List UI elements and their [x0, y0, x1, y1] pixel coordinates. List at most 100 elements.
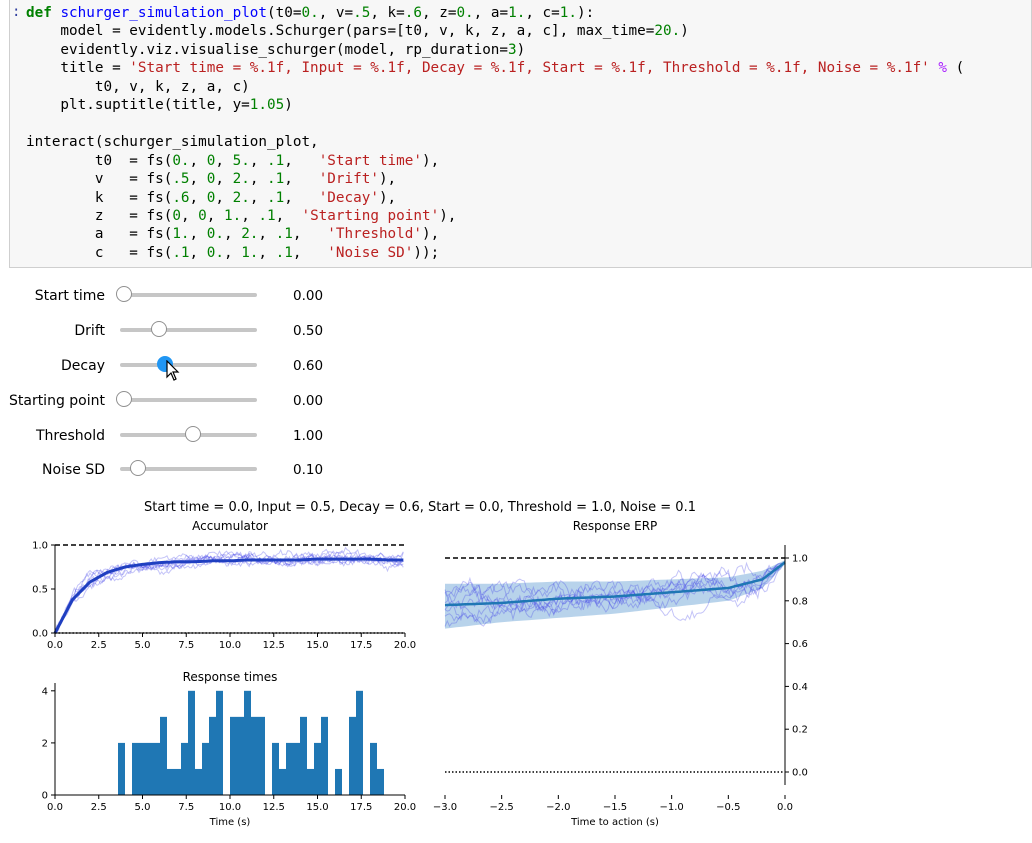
- code-token: evidently.viz.visualise_schurger(model, …: [26, 41, 509, 58]
- code-token: .1: [172, 244, 190, 261]
- slider-track[interactable]: [120, 328, 257, 332]
- slider-track[interactable]: [120, 363, 257, 367]
- slider-label: Noise SD: [42, 462, 105, 478]
- code-token: 2.: [232, 189, 250, 206]
- slider-start-time[interactable]: Start time 0.00: [0, 281, 400, 311]
- x-tick-label: 10.0: [219, 802, 241, 813]
- code-token: a = fs(: [26, 226, 173, 243]
- code-token: ,: [189, 152, 207, 169]
- slider-track[interactable]: [120, 293, 257, 297]
- code-token: .1: [275, 226, 293, 243]
- slider-value: 1.00: [293, 428, 324, 444]
- response-times-xlabel: Time (s): [209, 817, 251, 828]
- x-tick-label: 5.0: [135, 640, 151, 651]
- x-tick-label: 20.0: [394, 802, 416, 813]
- code-token: 0.: [301, 5, 319, 21]
- code-token: ): [680, 23, 689, 40]
- histogram-bar: [335, 768, 342, 795]
- response-erp-xlabel: Time to action (s): [570, 817, 659, 828]
- simulation-trace: [54, 551, 404, 634]
- code-token: ,: [258, 226, 276, 243]
- response-erp-axes: Response ERP 0.0 0.2 0.4 0.6 0.8 1.0 −3.0 −2.5 −2…: [433, 519, 808, 828]
- histogram-bar: [160, 716, 167, 795]
- histogram-bar: [279, 768, 286, 795]
- code-token: ),: [378, 189, 397, 206]
- histogram-bar: [153, 742, 160, 795]
- code-editor[interactable]: def schurger_simulation_plot(t0=0., v=.5…: [26, 4, 964, 262]
- slider-label: Starting point: [8, 393, 105, 409]
- code-token: , z=: [422, 5, 457, 21]
- simulation-trace: [444, 561, 786, 622]
- x-tick-label: 12.5: [263, 640, 285, 651]
- slider-track[interactable]: [120, 398, 257, 402]
- code-token: ),: [439, 207, 457, 224]
- slider-drift[interactable]: Drift 0.50: [0, 316, 400, 346]
- histogram-bar: [237, 716, 244, 795]
- slider-noise-sd[interactable]: Noise SD 0.10: [0, 455, 400, 485]
- code-token: , k=: [370, 5, 405, 21]
- code-token: ,: [292, 226, 328, 243]
- simulation-trace: [444, 561, 786, 606]
- mouse-cursor-icon: [166, 360, 180, 381]
- histogram-bar: [195, 768, 202, 795]
- slider-track[interactable]: [120, 467, 257, 471]
- code-token: , a=: [473, 5, 509, 21]
- code-token: ,: [292, 244, 328, 261]
- slider-label: Decay: [61, 358, 105, 374]
- histogram-bar: [370, 742, 377, 795]
- figure-suptitle: Start time = 0.0, Input = 0.5, Decay = 0…: [144, 500, 696, 515]
- slider-handle[interactable]: [150, 321, 167, 337]
- x-tick-label: 2.5: [91, 640, 107, 651]
- code-line: k = fs(.6, 0, 2., .1, 'Decay'),: [26, 190, 396, 206]
- code-token: 1.05: [249, 97, 285, 114]
- code-token: ,: [215, 152, 233, 169]
- x-tick-label: 5.0: [135, 802, 151, 813]
- code-line: evidently.viz.visualise_schurger(model, …: [26, 42, 525, 58]
- code-token: ): [516, 41, 526, 58]
- y-tick-label: 0.8: [792, 596, 808, 607]
- code-token: .1: [258, 207, 276, 224]
- erp-confidence-band: [445, 560, 785, 629]
- slider-decay[interactable]: Decay 0.60: [0, 351, 400, 381]
- slider-handle[interactable]: [116, 391, 132, 407]
- code-token: .1: [267, 189, 285, 206]
- code-token: t0, v, k, z, a, c): [26, 78, 250, 95]
- y-tick-label: 4: [42, 686, 48, 697]
- x-tick-label: −2.0: [546, 802, 570, 813]
- code-token: 0: [172, 207, 181, 224]
- simulation-trace: [444, 561, 786, 624]
- simulation-trace: [54, 546, 404, 634]
- histogram-bar: [244, 690, 251, 795]
- code-token: (: [947, 60, 965, 77]
- code-token: (t0=: [267, 5, 302, 21]
- slider-handle[interactable]: [116, 286, 132, 302]
- code-token: c = fs(: [26, 244, 173, 261]
- code-token: 1.: [508, 5, 526, 21]
- code-token: z = fs(: [26, 207, 173, 224]
- slider-starting-point[interactable]: Starting point 0.00: [0, 386, 400, 416]
- slider-threshold[interactable]: Threshold 1.00: [0, 421, 400, 451]
- histogram-bar: [286, 742, 293, 795]
- slider-value: 0.60: [293, 358, 324, 374]
- code-line: v = fs(.5, 0, 2., .1, 'Drift'),: [26, 171, 396, 187]
- code-token: , c=: [525, 5, 560, 21]
- code-token: plt.suptitle(title, y=: [26, 97, 250, 114]
- code-token: ,: [215, 189, 233, 206]
- code-token: ,: [223, 226, 242, 243]
- code-token: 1.: [172, 226, 190, 243]
- slider-handle[interactable]: [129, 460, 146, 476]
- code-token: 'Decay': [318, 189, 379, 206]
- code-token: 20.: [654, 23, 681, 40]
- slider-handle[interactable]: [185, 426, 201, 442]
- slider-label: Threshold: [36, 428, 105, 444]
- histogram-bar: [300, 716, 307, 795]
- code-cell[interactable]: : def schurger_simulation_plot(t0=0., v=…: [9, 0, 1032, 268]
- code-token: 5.: [232, 152, 250, 169]
- code-line: t0, v, k, z, a, c): [26, 79, 250, 95]
- code-token: ):: [576, 5, 595, 21]
- code-token: ,: [189, 244, 207, 261]
- y-tick-label: 0.0: [792, 768, 808, 779]
- y-tick-label: 1.0: [792, 554, 808, 565]
- x-tick-label: 12.5: [263, 802, 285, 813]
- x-tick-label: 7.5: [178, 802, 194, 813]
